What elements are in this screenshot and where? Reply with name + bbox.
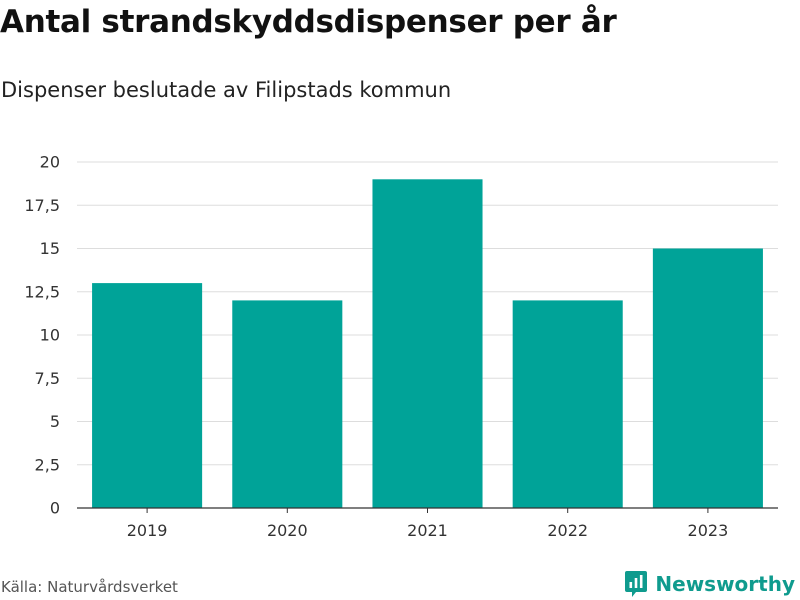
chart-subtitle: Dispenser beslutade av Filipstads kommun	[1, 78, 452, 102]
bar-2023[interactable]	[652, 248, 763, 509]
y-tick-label: 0	[50, 499, 60, 518]
bar-2020[interactable]	[232, 300, 343, 508]
y-tick-label: 20	[40, 153, 60, 172]
source-note: Källa: Naturvårdsverket	[1, 578, 178, 596]
x-tick-label: 2019	[127, 521, 168, 540]
brand-name: Newsworthy	[655, 572, 795, 596]
axes: 0 2,5 5 7,5 10 12,5 15 17,5 20 2019 2020 2021 2022 20…	[24, 153, 778, 540]
bar-2022[interactable]	[512, 300, 623, 508]
y-tick-label: 7,5	[35, 369, 60, 388]
newsworthy-logo-icon	[625, 571, 648, 597]
bar-2019[interactable]	[92, 283, 203, 508]
x-tick-label: 2020	[267, 521, 308, 540]
brand-logo[interactable]: Newsworthy	[624, 570, 795, 598]
y-tick-label: 5	[50, 412, 60, 431]
x-tick-label: 2023	[688, 521, 729, 540]
x-tick-label: 2022	[547, 521, 588, 540]
y-tick-label: 15	[40, 239, 60, 258]
bar-2021[interactable]	[372, 179, 483, 509]
y-tick-label: 12,5	[24, 282, 60, 301]
x-tick-label: 2021	[407, 521, 448, 540]
y-tick-label: 10	[40, 326, 60, 345]
y-tick-label: 17,5	[24, 196, 60, 215]
bars	[92, 179, 763, 509]
chart-title: Antal strandskyddsdispenser per år	[0, 4, 617, 40]
y-tick-label: 2,5	[35, 455, 60, 474]
